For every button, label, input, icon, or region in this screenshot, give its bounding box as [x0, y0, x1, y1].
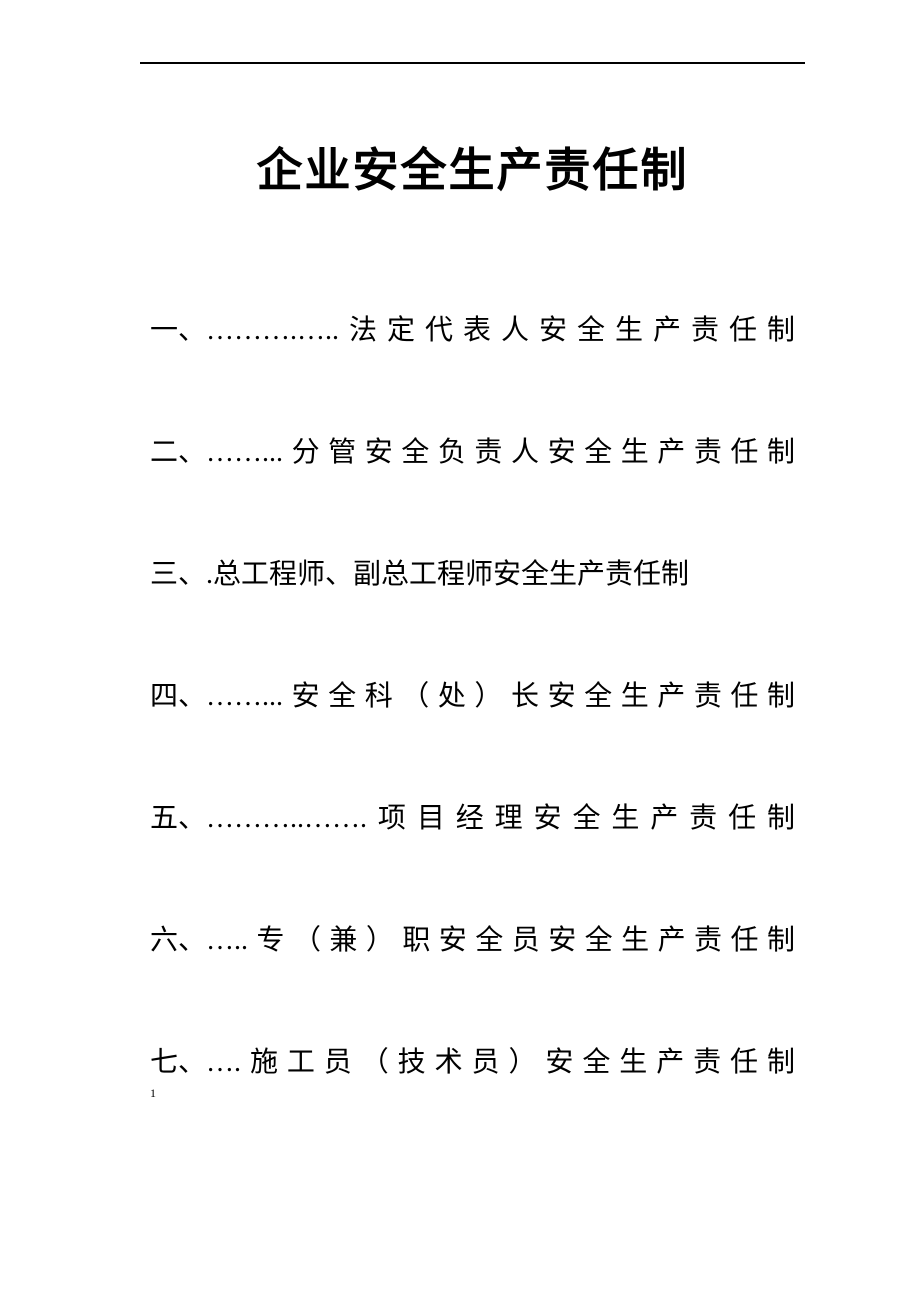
toc-item: 三、 .总工程师、副总工程师安全生产责任制	[150, 554, 795, 596]
document-page: 企业安全生产责任制 一、 ……….…..法定代表人安全生产责任制 二、 ……..…	[0, 0, 920, 1141]
page-number: 1	[150, 1086, 795, 1101]
toc-text: ………..…….项目经理安全生产责任制	[206, 798, 795, 840]
toc-text: .总工程师、副总工程师安全生产责任制	[206, 554, 795, 596]
toc-item: 六、 …..专（兼）职安全员安全生产责任制	[150, 920, 795, 962]
toc-number: 一、	[150, 310, 206, 352]
toc-number: 三、	[150, 554, 206, 596]
toc-text: ……...分管安全负责人安全生产责任制	[206, 432, 795, 474]
top-horizontal-rule	[140, 62, 805, 64]
toc-number: 五、	[150, 798, 206, 840]
document-title: 企业安全生产责任制	[150, 134, 795, 200]
toc-text: ….施工员（技术员）安全生产责任制	[206, 1042, 795, 1084]
toc-number: 二、	[150, 432, 206, 474]
toc-item: 四、 ……...安全科（处）长安全生产责任制	[150, 676, 795, 718]
toc-item: 七、 ….施工员（技术员）安全生产责任制	[150, 1042, 795, 1084]
toc-number: 四、	[150, 676, 206, 718]
toc-number: 六、	[150, 920, 206, 962]
toc-number: 七、	[150, 1042, 206, 1084]
table-of-contents: 一、 ……….…..法定代表人安全生产责任制 二、 ……...分管安全负责人安全…	[150, 310, 795, 1084]
toc-text: ……….…..法定代表人安全生产责任制	[206, 310, 795, 352]
toc-item: 一、 ……….…..法定代表人安全生产责任制	[150, 310, 795, 352]
toc-item: 五、 ………..…….项目经理安全生产责任制	[150, 798, 795, 840]
toc-text: ……...安全科（处）长安全生产责任制	[206, 676, 795, 718]
toc-text: …..专（兼）职安全员安全生产责任制	[206, 920, 795, 962]
toc-item: 二、 ……...分管安全负责人安全生产责任制	[150, 432, 795, 474]
